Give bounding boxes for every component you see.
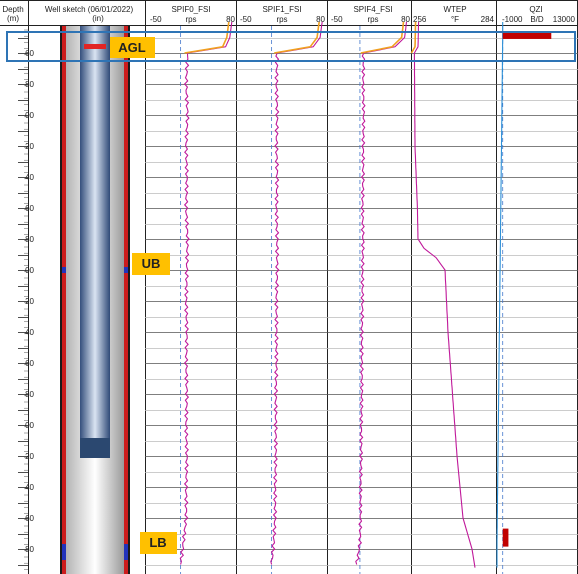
track-4-max: 13000	[553, 15, 576, 24]
curve-spif1_fsi-pass	[274, 21, 320, 54]
depth-tick-label: 00	[25, 111, 34, 120]
log-header: Depth (m) Well sketch (06/01/2022) (in) …	[2, 5, 575, 24]
tubing	[80, 26, 110, 458]
track-1-max: 80	[316, 15, 325, 24]
track-3-unit: °F	[451, 15, 459, 24]
depth-tick-label: 60	[25, 49, 34, 58]
depth-grid	[145, 26, 578, 574]
depth-tick-label: 60	[25, 514, 34, 523]
track-3-max: 284	[481, 15, 495, 24]
curve-spif0_fsi-pass	[184, 21, 230, 54]
track-0-max: 80	[226, 15, 235, 24]
track-2-unit: rps	[367, 15, 378, 24]
well-sketch	[60, 26, 130, 574]
track-2-min: -50	[331, 15, 343, 24]
lb-packer-right	[124, 544, 128, 560]
track-1-name: SPIF1_FSI	[262, 5, 301, 14]
curve-spif1_fsi	[270, 21, 323, 565]
qzi-bar	[502, 32, 552, 39]
track-2-name: SPIF4_FSI	[353, 5, 392, 14]
tubing-shoe	[80, 438, 110, 458]
depth-tick-label: 20	[25, 142, 34, 151]
callout-agl: AGL	[110, 37, 155, 58]
ub-packer-left	[62, 267, 66, 273]
track-0-unit: rps	[185, 15, 196, 24]
track-1-min: -50	[240, 15, 252, 24]
track-4-unit: B/D	[530, 15, 544, 24]
track-4-name: QZI	[529, 5, 542, 14]
curve-spif0_fsi	[179, 21, 233, 565]
callout-ub: UB	[132, 253, 170, 275]
depth-tick-label: 00	[25, 266, 34, 275]
depth-title: Depth	[2, 5, 23, 14]
depth-tick-label: 20	[25, 452, 34, 461]
track-3-name: WTEP	[443, 5, 466, 14]
lb-packer-left	[62, 544, 66, 560]
curve-spif4_fsi	[355, 21, 408, 565]
curve-wtep	[413, 21, 476, 568]
curve-qzi	[496, 22, 504, 568]
well-sketch-unit: (in)	[92, 14, 104, 23]
depth-axis: 60 80 00 20 40 60 80 00 20 40 60 80 00 20 40 60 80	[18, 29, 35, 570]
depth-unit: (m)	[7, 14, 19, 23]
depth-tick-label: 00	[25, 421, 34, 430]
well-sketch-title: Well sketch (06/01/2022)	[45, 5, 134, 14]
depth-tick-label: 80	[25, 235, 34, 244]
highlight-box	[6, 31, 576, 62]
curve-spif4_fsi-pass	[360, 21, 405, 54]
casing-wall-left	[62, 26, 66, 574]
agl-marker	[84, 44, 106, 49]
track-3-min: 256	[413, 15, 427, 24]
callout-agl-label: AGL	[118, 40, 146, 55]
depth-tick-label: 40	[25, 483, 34, 492]
track-2-max: 80	[401, 15, 410, 24]
depth-tick-label: 40	[25, 173, 34, 182]
track-4-min: -1000	[502, 15, 523, 24]
track-1-unit: rps	[276, 15, 287, 24]
curve-wtep-pass	[410, 21, 417, 54]
casing-wall-right	[124, 26, 128, 574]
depth-tick-label: 40	[25, 328, 34, 337]
callout-ub-label: UB	[142, 256, 161, 271]
qzi-bar	[502, 528, 509, 547]
depth-tick-label: 20	[25, 297, 34, 306]
track-0-name: SPIF0_FSI	[171, 5, 210, 14]
track-0-min: -50	[150, 15, 162, 24]
log-curves	[179, 21, 552, 568]
callout-lb: LB	[140, 532, 177, 554]
depth-tick-label: 60	[25, 204, 34, 213]
depth-tick-label: 80	[25, 80, 34, 89]
depth-tick-label: 80	[25, 545, 34, 554]
ub-packer-right	[124, 267, 128, 273]
depth-tick-label: 60	[25, 359, 34, 368]
callout-lb-label: LB	[149, 535, 166, 550]
depth-tick-label: 80	[25, 390, 34, 399]
